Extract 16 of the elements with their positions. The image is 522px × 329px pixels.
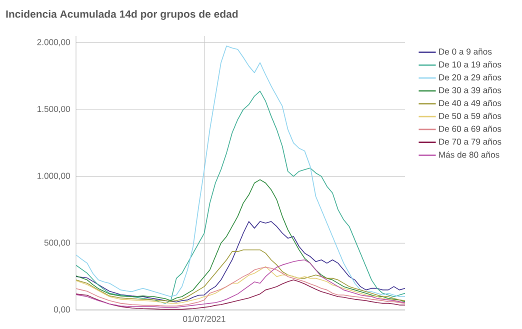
legend-label: De 0 a 9 años xyxy=(439,48,492,55)
legend-label: Más de 80 años xyxy=(439,151,500,158)
legend-label: De 20 a 29 años xyxy=(439,74,502,80)
legend-label: De 10 a 19 años xyxy=(439,61,502,68)
chart-title: Incidencia Acumulada 14d por grupos de edad xyxy=(6,10,238,20)
y-tick-label: 500,00 xyxy=(44,240,70,247)
legend-label: De 50 a 59 años xyxy=(439,112,502,119)
x-tick-label: 01/07/2021 xyxy=(183,316,226,322)
legend-label: De 40 a 49 años xyxy=(439,100,502,106)
legend-label: De 30 a 39 años xyxy=(439,87,502,94)
y-tick-label: 0,00 xyxy=(54,306,70,314)
legend-label: De 70 a 79 años xyxy=(439,138,502,145)
legend-label: De 60 a 69 años xyxy=(439,126,502,132)
y-tick-label: 2.000,00 xyxy=(37,39,70,46)
y-tick-label: 1.000,00 xyxy=(38,172,70,180)
y-tick-label: 1.500,00 xyxy=(38,106,70,114)
